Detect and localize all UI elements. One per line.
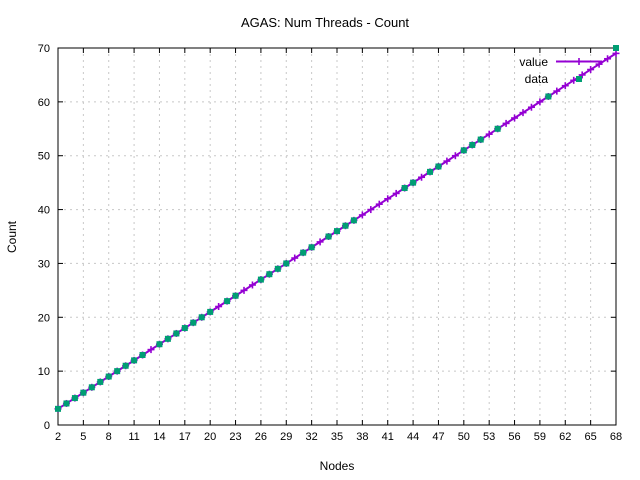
- legend-value-marker: [575, 58, 583, 65]
- svg-text:23: 23: [229, 431, 241, 443]
- svg-text:0: 0: [44, 420, 50, 432]
- tick-marks: [57, 47, 617, 426]
- svg-text:60: 60: [38, 97, 50, 109]
- svg-text:8: 8: [106, 431, 112, 443]
- svg-text:62: 62: [559, 431, 571, 443]
- data-series: [55, 45, 619, 412]
- svg-text:44: 44: [407, 431, 419, 443]
- svg-text:40: 40: [38, 205, 50, 217]
- x-tick-labels: 2 5 8 11 14 17 20 23 26 29 32 35 38 41 44 47 50 53 56 59 62 6…: [55, 431, 622, 443]
- svg-text:38: 38: [356, 431, 368, 443]
- svg-text:5: 5: [80, 431, 86, 443]
- svg-text:2: 2: [55, 431, 61, 443]
- grid: [57, 47, 617, 426]
- svg-text:59: 59: [534, 431, 546, 443]
- svg-text:10: 10: [38, 366, 50, 378]
- legend-label-data: data: [524, 72, 548, 86]
- svg-text:20: 20: [204, 431, 216, 443]
- svg-text:56: 56: [508, 431, 520, 443]
- legend-samples: [556, 58, 602, 82]
- legend-label-value: value: [519, 55, 548, 69]
- svg-text:20: 20: [38, 312, 50, 324]
- svg-text:26: 26: [255, 431, 267, 443]
- svg-text:35: 35: [331, 431, 343, 443]
- plot-border: [57, 47, 617, 426]
- svg-text:29: 29: [280, 431, 292, 443]
- svg-text:50: 50: [38, 151, 50, 163]
- svg-text:53: 53: [483, 431, 495, 443]
- svg-text:41: 41: [382, 431, 394, 443]
- chart-title: AGAS: Num Threads - Count: [240, 15, 410, 30]
- svg-text:17: 17: [179, 431, 191, 443]
- svg-text:50: 50: [458, 431, 470, 443]
- x-axis-label: Nodes: [319, 459, 355, 473]
- svg-text:70: 70: [38, 43, 50, 55]
- svg-text:68: 68: [610, 431, 622, 443]
- svg-text:30: 30: [38, 258, 50, 270]
- svg-text:14: 14: [153, 431, 165, 443]
- svg-text:65: 65: [585, 431, 597, 443]
- svg-text:32: 32: [306, 431, 318, 443]
- svg-text:11: 11: [128, 431, 139, 443]
- legend-data-marker: [576, 76, 582, 82]
- y-tick-labels: 0 10 20 30 40 50 60 70: [38, 43, 50, 432]
- svg-text:47: 47: [432, 431, 444, 443]
